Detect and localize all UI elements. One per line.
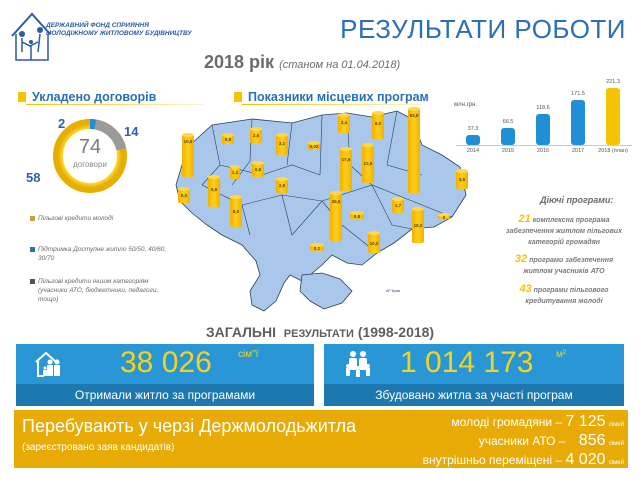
map-bar-volyn: 0,9 [222, 133, 234, 144]
area-value: 1 014 173 [400, 346, 534, 379]
chart-bar [501, 128, 515, 145]
map-bar-cherkasy: 17,6 [340, 147, 352, 191]
map-bar-rivne: 2,6 [250, 127, 262, 143]
as-of-date: (станом на 01.04.2018) [279, 59, 401, 71]
page-title: РЕЗУЛЬТАТИ РОБОТИ [340, 14, 626, 44]
families-value: 38 026 [120, 346, 212, 379]
bullet-square-icon [18, 92, 26, 102]
map-bar-dnipro: 1,7 [392, 197, 404, 213]
map-bar-ivano-frankivsk: 9,9 [208, 175, 220, 207]
general-results-heading: ЗАГАЛЬНІ РЕЗУЛЬТАТИ (1998-2018) [205, 324, 435, 340]
map-bar-mykolaiv: 0,8 [350, 211, 364, 219]
map-bar-kirovohrad: 29,5 [330, 191, 342, 241]
queue-list: молоді громадяни – 7 125 сімей учасники … [423, 414, 624, 471]
house-family-icon [35, 351, 60, 377]
legend-swatch-icon [30, 216, 35, 221]
local-programs-heading: Показники місцевих програм [234, 90, 429, 104]
donut-total: 74 [78, 136, 102, 158]
map-bar-zakarpattia: 8,0 [178, 187, 190, 203]
divider [26, 104, 204, 105]
chart-bar [571, 100, 585, 145]
map-bar-kharkiv: 83,8 [408, 107, 420, 193]
family-icon [346, 351, 370, 377]
donut-label-support: 2 [58, 116, 66, 131]
donut-total-label: договори [73, 160, 107, 169]
families-caption: Отримали житло за програмами [16, 384, 314, 406]
funding-bar-chart: млн.грн. 37.3 2014 66.5 2015 118.6 2016 … [452, 76, 634, 168]
divider [242, 104, 422, 105]
queue-subtitle: (зареєстровано заяв кандидатів) [22, 442, 175, 453]
area-unit: м² [556, 349, 567, 360]
chart-ylabel: млн.грн. [454, 102, 478, 108]
program-item: 43 програми пільгового кредитування моло… [519, 283, 609, 306]
legend-item: Пільгові кредити молоді [30, 214, 170, 223]
ukraine-map: 10,9 0,9 2,6 3,1 0,02 3,4 6,0 83,8 17,6 … [172, 105, 472, 325]
legend-item: Пільгові кредити іншим категоріям (учасн… [30, 277, 170, 304]
queue-panel [14, 410, 628, 468]
map-bar-odesa: 0,2 [310, 243, 324, 251]
map-bar-chernihiv: 3,4 [338, 113, 350, 133]
legend-swatch-icon [30, 279, 35, 284]
legend-item: Підтримка Доступне житло 50/50, 40/60, 3… [30, 245, 170, 263]
map-bar-poltava: 12,9 [362, 143, 374, 183]
programs-heading: Діючі програми: [540, 195, 614, 205]
house-family-logo-icon [11, 12, 51, 61]
families-unit: сім"ї [238, 349, 259, 360]
year-heading: 2018 рік (станом на 01.04.2018) [204, 52, 401, 72]
chart-bar [466, 135, 480, 145]
legend-swatch-icon [30, 247, 35, 252]
map-bar-ternopil: 1,1 [230, 165, 240, 179]
donut-label-young: 58 [26, 170, 41, 185]
queue-row: внутрішньо переміщені – 4 020 сімей [422, 451, 624, 468]
map-bar-khmelnytskyi: 0,6 [252, 161, 264, 177]
queue-row: учасники АТО – 856 сімей [478, 432, 624, 449]
program-item: 32 програми забезпечення житлом учасникі… [514, 253, 614, 276]
map-bar-lviv: 10,9 [182, 133, 194, 177]
region-label-crimea: АР Крим [386, 289, 400, 293]
area-stat-card: 1 014 173 м² Збудовано житла за участі п… [324, 344, 624, 406]
program-item: 21 комплексна програма забезпечення житл… [506, 213, 622, 247]
map-bar-kherson: 10,0 [368, 231, 380, 253]
queue-row: молоді громадяни – 7 125 сімей [451, 413, 624, 430]
chart-bar [606, 88, 620, 145]
map-bar-vinnytsia: 2,9 [276, 177, 288, 193]
map-bar-donetsk: 0 [438, 213, 450, 220]
families-stat-card: 38 026 сім"ї Отримали житло за програмам… [16, 344, 314, 406]
chart-axis [456, 145, 632, 146]
chart-bar [536, 114, 550, 145]
ukraine-map-shape-icon [175, 110, 467, 312]
queue-title: Перебувають у черзі Держмолодьжитла [22, 416, 357, 436]
map-bar-luhansk: 3,6 [456, 169, 468, 189]
map-bar-zhytomyr: 3,1 [276, 133, 288, 155]
area-caption: Збудовано житла за участі програм [324, 384, 624, 406]
map-bar-kyiv: 0,02 [308, 141, 320, 150]
map-bar-chernivtsi: 8,0 [230, 195, 242, 227]
map-bar-zaporizhzhia: 18,2 [412, 207, 424, 243]
org-name: ДЕРЖАВНИЙ ФОНД СПРИЯННЯ МОЛОДІЖНОМУ ЖИТЛ… [46, 22, 192, 37]
bullet-square-icon [234, 92, 242, 102]
donut-legend: Пільгові кредити молоді Підтримка Доступ… [30, 214, 170, 304]
logo [8, 8, 208, 64]
map-bar-sumy: 6,0 [372, 111, 384, 139]
contracts-heading: Укладено договорів [18, 90, 156, 104]
donut-chart: 74 договори [52, 118, 128, 194]
donut-label-other: 14 [124, 124, 139, 139]
